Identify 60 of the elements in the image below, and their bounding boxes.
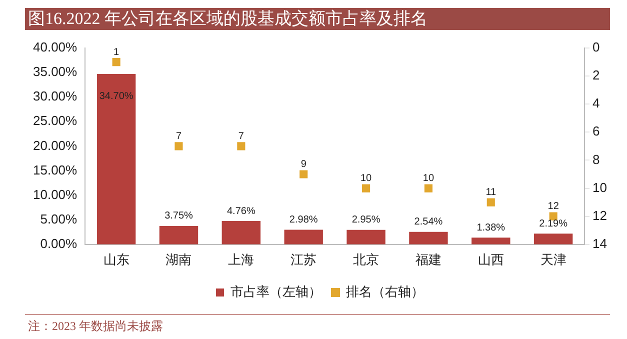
y-tick-label: 15.00% [32, 162, 78, 178]
point [362, 184, 370, 192]
data-label: 1.38% [476, 222, 506, 234]
x-tick-label: 上海 [228, 252, 254, 267]
bar [284, 230, 323, 244]
bar [222, 221, 261, 244]
y-tick-label: 5.00% [40, 211, 78, 226]
point [486, 198, 495, 206]
data-label: 4.76% [226, 206, 256, 217]
data-label: 7 [238, 130, 244, 142]
point [300, 170, 308, 178]
data-label: 34.70% [99, 90, 134, 102]
y2-tick-label: 14 [592, 236, 608, 251]
data-label: 2.98% [289, 214, 318, 226]
data-label: 3.75% [164, 210, 194, 222]
point [424, 184, 432, 192]
bar [159, 226, 198, 244]
y-tick-label: 20.00% [32, 138, 78, 153]
chart-title: 图16.2022 年公司在各区域的股基成交额市占率及排名 [25, 8, 610, 30]
x-tick-label: 山东 [103, 252, 130, 267]
y2-tick-label: 8 [592, 152, 600, 167]
y2-tick-label: 2 [592, 68, 600, 83]
data-label: 2.19% [539, 218, 568, 230]
y2-tick-label: 6 [592, 124, 600, 139]
data-label: 1 [114, 46, 120, 58]
legend-label: 排名（右轴） [346, 284, 424, 300]
data-label: 7 [176, 130, 182, 142]
y-tick-label: 0.00% [40, 236, 78, 251]
point [174, 142, 183, 150]
data-label: 10 [422, 173, 434, 184]
x-tick-label: 山西 [478, 252, 504, 267]
data-label: 2.54% [414, 216, 443, 228]
x-tick-label: 江苏 [290, 252, 317, 267]
bar [409, 232, 448, 244]
x-tick-label: 天津 [540, 252, 566, 267]
x-tick-label: 北京 [353, 252, 380, 267]
x-tick-label: 福建 [415, 252, 442, 267]
y2-tick-label: 0 [592, 40, 600, 55]
point [237, 142, 246, 150]
y-tick-label: 35.00% [32, 64, 78, 80]
y2-tick-label: 12 [592, 208, 608, 223]
x-tick-label: 湖南 [166, 252, 192, 267]
data-label: 11 [486, 187, 497, 198]
y-tick-label: 40.00% [32, 40, 78, 55]
text: 注：2023 年数据尚未披露 [28, 318, 163, 335]
data-label: 2.95% [352, 214, 380, 226]
y-tick-label: 25.00% [32, 113, 78, 128]
bar [472, 238, 510, 244]
y-tick-label: 10.00% [32, 186, 78, 202]
data-label: 10 [360, 173, 372, 184]
y-tick-label: 30.00% [32, 88, 78, 104]
legend-label: 市占率（左轴） [230, 284, 322, 300]
bar [96, 74, 136, 244]
bar [534, 234, 573, 244]
data-label: 9 [300, 159, 307, 170]
y2-tick-label: 4 [592, 96, 600, 111]
data-label: 12 [548, 201, 560, 212]
point [112, 58, 120, 66]
y2-tick-label: 10 [592, 180, 608, 195]
bar [346, 230, 386, 244]
